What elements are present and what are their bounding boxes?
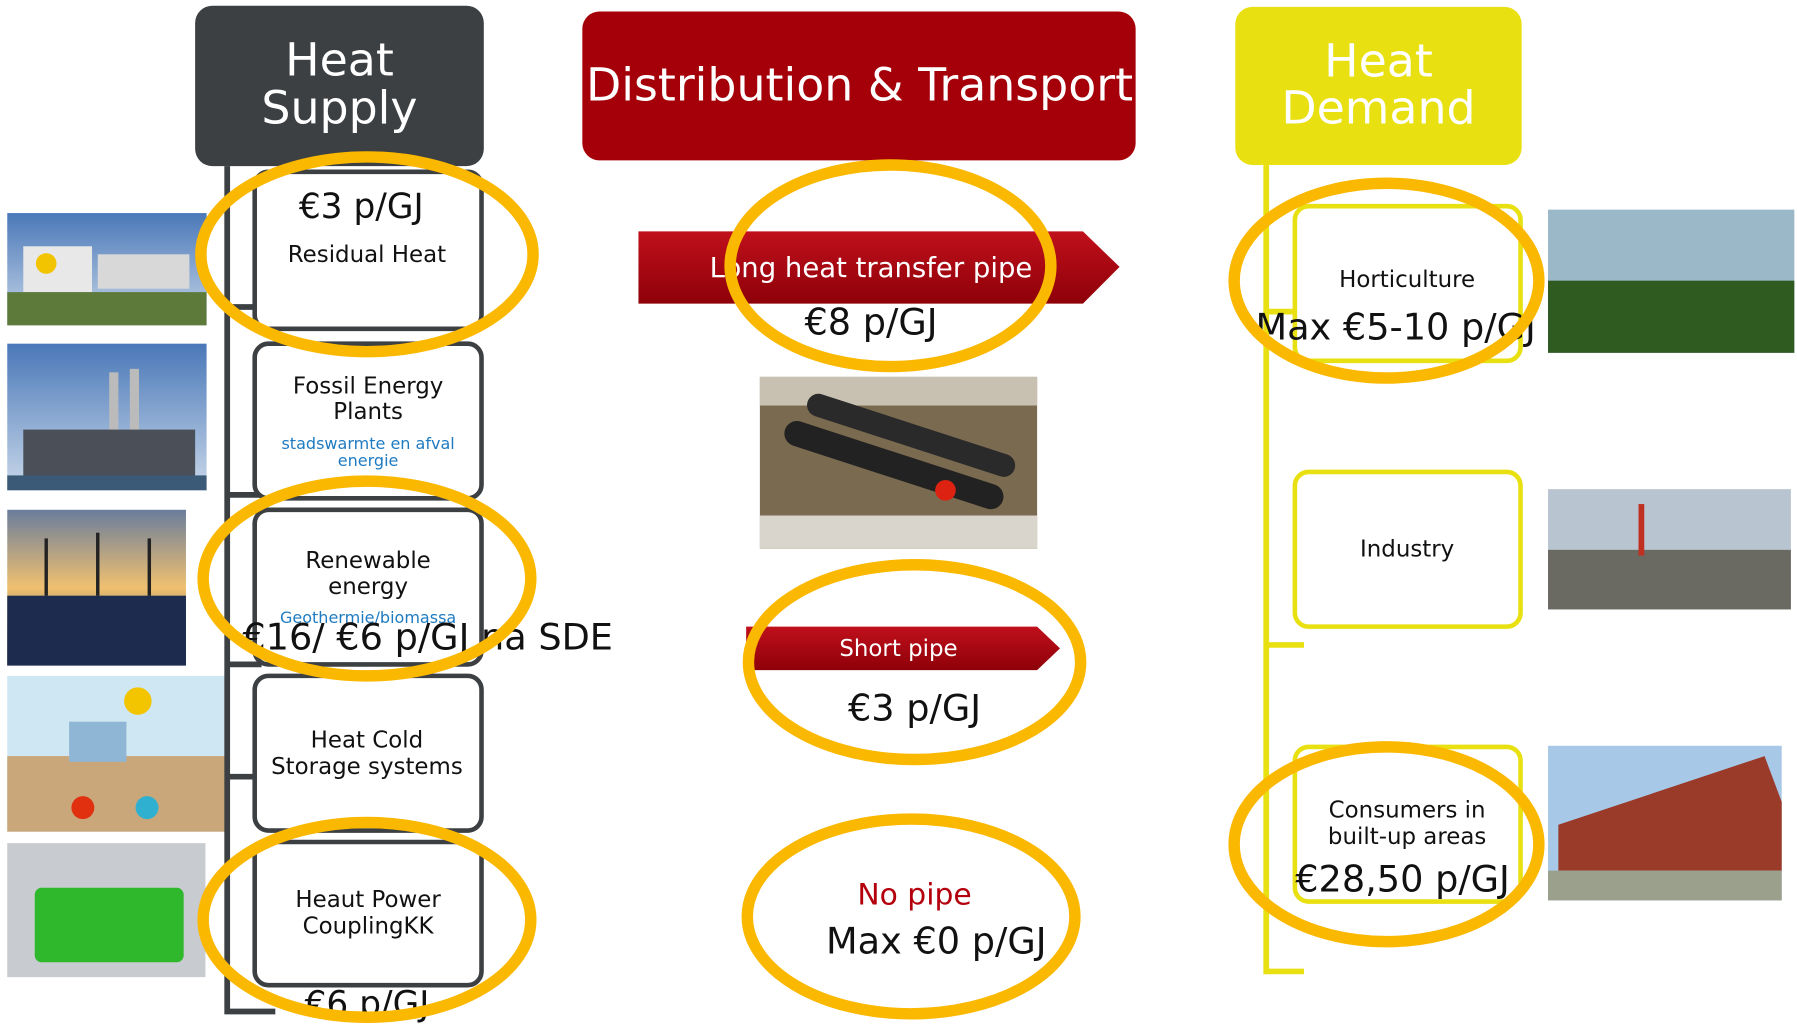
demand-title: Heat xyxy=(1324,34,1433,88)
price: €3 p/GJ xyxy=(848,687,981,730)
pipe-label: No pipe xyxy=(857,877,971,912)
supply-note: energie xyxy=(338,451,399,470)
supply-title: Heat xyxy=(285,33,394,87)
price: €3 p/GJ xyxy=(299,187,424,227)
demand-label: built-up areas xyxy=(1328,824,1486,850)
price: Max €5-10 p/GJ xyxy=(1256,305,1536,348)
price: Max €0 p/GJ xyxy=(826,919,1046,962)
supply-title: Supply xyxy=(261,81,417,135)
price: €28,50 p/GJ xyxy=(1295,857,1510,900)
supply-label: Plants xyxy=(333,399,403,425)
price: €16/ €6 p/GJ na SDE xyxy=(242,616,613,659)
supply-label: Renewable xyxy=(305,548,430,574)
supply-label: energy xyxy=(328,574,408,600)
demand-label: Consumers in xyxy=(1329,798,1486,824)
photos-right xyxy=(1548,210,1794,901)
page: {"supply": {"title": ["Heat", "Supply"],… xyxy=(0,0,1797,1031)
transport-title: Distribution & Transport xyxy=(586,58,1133,112)
price: €8 p/GJ xyxy=(804,301,937,344)
demand-label: Industry xyxy=(1360,536,1454,562)
supply-label: Residual Heat xyxy=(288,242,446,268)
pipe-label: Short pipe xyxy=(839,636,957,662)
supply-label: Heat Cold xyxy=(311,728,424,754)
supply-label: Heaut Power xyxy=(295,887,441,913)
supply-note: stadswarmte en afval xyxy=(281,434,454,453)
supply-label: Storage systems xyxy=(271,754,463,780)
pipe-photo xyxy=(760,377,1037,549)
pipe-label: Long heat transfer pipe xyxy=(710,252,1033,284)
demand-title: Demand xyxy=(1281,81,1475,135)
demand-label: Horticulture xyxy=(1339,267,1475,293)
supply-label: Fossil Energy xyxy=(293,374,443,400)
photos-left xyxy=(7,213,225,977)
supply-label: CouplingKK xyxy=(303,913,435,939)
diagram: Heat Supply €3 p/GJ Residual Heat Fossil… xyxy=(0,0,1797,1031)
